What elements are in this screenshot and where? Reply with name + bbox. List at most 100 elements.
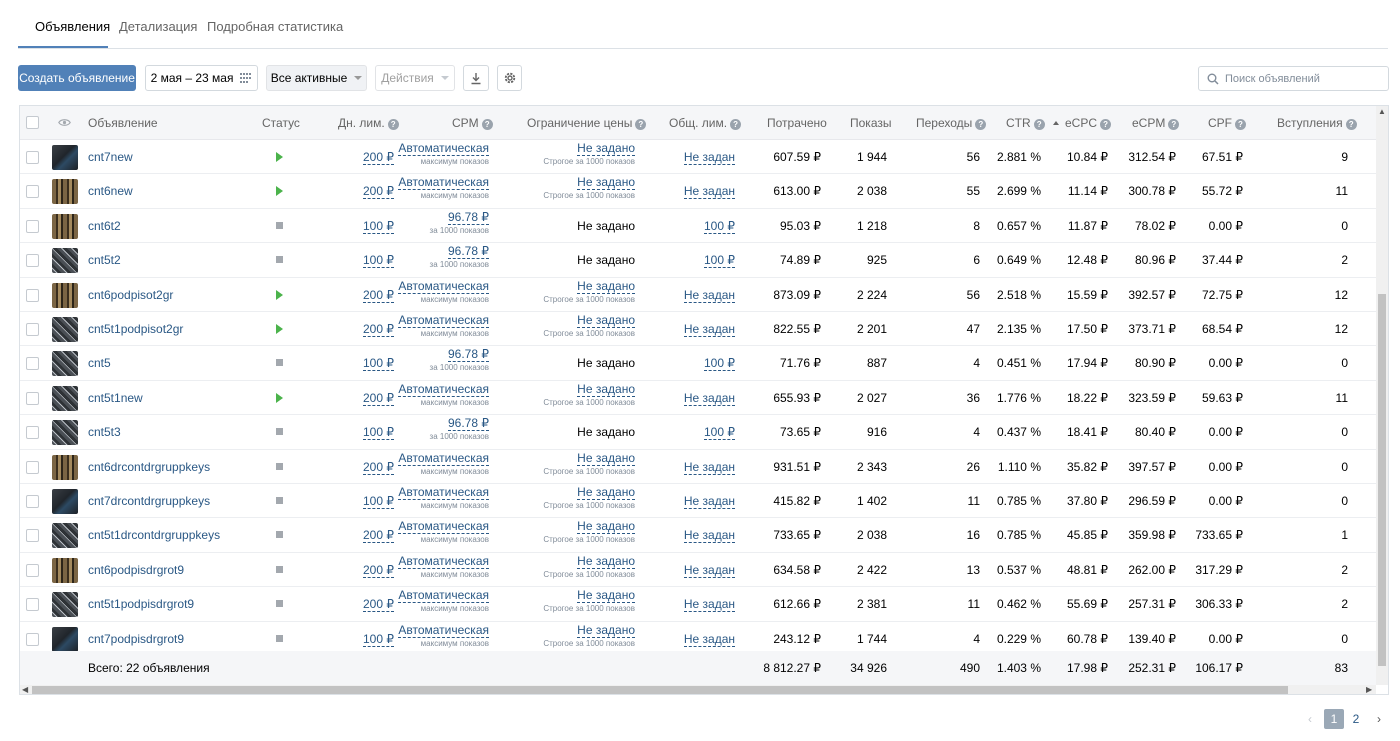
col-cpm[interactable]: CPM? — [452, 116, 493, 130]
help-icon[interactable]: ? — [1033, 119, 1045, 130]
cpm-value[interactable]: 96.78 ₽ — [448, 209, 489, 225]
total-limit-link[interactable]: Не задан — [683, 562, 735, 578]
cpm-link[interactable]: Автоматическая — [398, 313, 489, 328]
total-limit-link[interactable]: Не задан — [683, 390, 735, 406]
date-range-picker[interactable]: 2 мая – 23 мая — [145, 65, 258, 91]
row-checkbox[interactable] — [26, 426, 39, 440]
day-limit-value[interactable]: 200 ₽ — [363, 150, 394, 165]
cpm-value[interactable]: Автоматическая — [398, 141, 489, 156]
col-joins[interactable]: Вступления? — [1277, 116, 1357, 130]
day-limit-value[interactable]: 200 ₽ — [363, 562, 394, 578]
ad-name-link[interactable]: cnt5t1podpisdrgrot9 — [88, 597, 195, 612]
ad-thumbnail[interactable] — [52, 489, 78, 514]
status-stopped-icon[interactable] — [276, 359, 283, 367]
row-checkbox[interactable] — [26, 563, 39, 577]
day-limit-link[interactable]: 100 ₽ — [363, 425, 394, 441]
horizontal-scrollbar[interactable]: ◀ ▶ — [20, 685, 1376, 694]
status-active-icon[interactable] — [276, 289, 283, 300]
ad-thumbnail[interactable] — [52, 385, 78, 411]
cpm-value[interactable]: Автоматическая — [398, 622, 489, 638]
ad-name-link[interactable]: cnt6podpisot2gr — [88, 287, 174, 302]
day-limit-link[interactable]: 100 ₽ — [363, 218, 394, 234]
ad-thumbnail[interactable] — [52, 248, 78, 274]
day-limit-value[interactable]: 100 ₽ — [363, 218, 394, 234]
cpm-link[interactable]: 96.78 ₽ — [448, 244, 489, 260]
price-limit-value[interactable]: Не задано — [577, 588, 635, 604]
total-limit-link[interactable]: Не задан — [683, 597, 735, 613]
row-checkbox[interactable] — [26, 323, 39, 336]
price-limit-value[interactable]: Не задано — [577, 313, 635, 328]
col-clicks[interactable]: Переходы? — [916, 116, 987, 130]
table-row[interactable]: cnt5t2 100 ₽ 96.78 ₽ за 1000 показов Не зада… — [20, 243, 1376, 278]
table-row[interactable]: cnt6podpisdrgrot9 200 ₽ Автоматическая макс… — [20, 552, 1376, 588]
total-limit-value[interactable]: Не задан — [683, 150, 735, 165]
col-cpf[interactable]: CPF? — [1208, 116, 1246, 130]
col-spent[interactable]: Потрачено — [767, 116, 827, 130]
ad-name-link[interactable]: cnt5t1drcontdrgruppkeys — [88, 528, 221, 543]
status-stopped-icon[interactable] — [276, 462, 283, 470]
cpm-link[interactable]: 96.78 ₽ — [448, 209, 489, 225]
col-impressions[interactable]: Показы — [850, 116, 892, 130]
ad-thumbnail[interactable] — [52, 420, 78, 446]
row-checkbox[interactable] — [26, 529, 39, 543]
price-limit-link[interactable]: Не задано — [577, 450, 635, 466]
ad-name-link[interactable]: cnt6new — [88, 184, 133, 199]
total-limit-link[interactable]: Не задан — [683, 459, 735, 475]
price-limit-value[interactable]: Не задано — [577, 141, 635, 156]
total-limit-value[interactable]: Не задан — [683, 528, 735, 544]
row-checkbox[interactable] — [26, 254, 39, 268]
day-limit-value[interactable]: 100 ₽ — [363, 631, 394, 647]
cpm-link[interactable]: Автоматическая — [398, 553, 489, 569]
table-row[interactable]: cnt5t3 100 ₽ 96.78 ₽ за 1000 показов Не зада… — [20, 415, 1376, 450]
table-row[interactable]: cnt5t1podpisot2gr 200 ₽ Автоматическая макс… — [20, 312, 1376, 347]
cpm-value[interactable]: Автоматическая — [398, 313, 489, 328]
row-checkbox[interactable] — [26, 495, 39, 508]
col-ad[interactable]: Объявление — [88, 116, 158, 130]
total-limit-link[interactable]: 100 ₽ — [704, 356, 735, 372]
day-limit-value[interactable]: 100 ₽ — [363, 253, 394, 269]
ad-name-link[interactable]: cnt6t2 — [88, 218, 121, 233]
col-price-limit[interactable]: Ограничение цены? — [527, 116, 647, 130]
total-limit-link[interactable]: 100 ₽ — [704, 218, 735, 234]
price-limit-value[interactable]: Не задано — [577, 485, 635, 500]
total-limit-link[interactable]: 100 ₽ — [704, 253, 735, 269]
day-limit-link[interactable]: 200 ₽ — [363, 322, 394, 337]
ad-name-link[interactable]: cnt5t3 — [88, 425, 121, 440]
scroll-right-icon[interactable]: ▶ — [1366, 685, 1373, 694]
price-limit-value[interactable]: Не задано — [577, 175, 635, 191]
total-limit-value[interactable]: Не задан — [683, 459, 735, 475]
total-limit-value[interactable]: 100 ₽ — [704, 425, 735, 441]
day-limit-link[interactable]: 100 ₽ — [363, 253, 394, 269]
row-checkbox[interactable] — [26, 598, 39, 612]
day-limit-link[interactable]: 200 ₽ — [363, 459, 394, 475]
scroll-up-icon[interactable]: ▲ — [1378, 107, 1386, 116]
table-row[interactable]: cnt7drcontdrgruppkeys 100 ₽ Автоматическая… — [20, 484, 1376, 519]
col-ecpm[interactable]: eCPM? — [1132, 116, 1180, 130]
day-limit-value[interactable]: 100 ₽ — [363, 494, 394, 509]
ad-name-link[interactable]: cnt5 — [88, 356, 111, 371]
table-row[interactable]: cnt7podpisdrgrot9 100 ₽ Автоматическая макс… — [20, 621, 1376, 656]
cpm-link[interactable]: Автоматическая — [398, 381, 489, 397]
row-checkbox[interactable] — [26, 357, 39, 371]
row-checkbox[interactable] — [26, 632, 39, 646]
day-limit-value[interactable]: 200 ₽ — [363, 287, 394, 303]
help-icon[interactable]: ? — [730, 119, 742, 130]
total-limit-link[interactable]: 100 ₽ — [704, 425, 735, 441]
day-limit-link[interactable]: 200 ₽ — [363, 562, 394, 578]
ad-thumbnail[interactable] — [52, 592, 78, 618]
day-limit-link[interactable]: 200 ₽ — [363, 184, 394, 200]
page-1[interactable]: 1 — [1324, 709, 1344, 729]
ad-thumbnail[interactable] — [52, 351, 78, 377]
row-checkbox[interactable] — [26, 219, 39, 233]
page-2[interactable]: 2 — [1352, 712, 1360, 726]
cpm-value[interactable]: Автоматическая — [398, 450, 489, 466]
cpm-value[interactable]: 96.78 ₽ — [448, 244, 489, 260]
day-limit-link[interactable]: 100 ₽ — [363, 356, 394, 372]
status-stopped-icon[interactable] — [276, 497, 283, 504]
price-limit-link[interactable]: Не задано — [577, 141, 635, 156]
ad-name-link[interactable]: cnt6podpisdrgrot9 — [88, 562, 185, 577]
price-limit-value[interactable]: Не задано — [577, 622, 635, 638]
row-checkbox[interactable] — [26, 460, 39, 474]
cpm-link[interactable]: Автоматическая — [398, 175, 489, 191]
download-button[interactable] — [463, 65, 489, 91]
